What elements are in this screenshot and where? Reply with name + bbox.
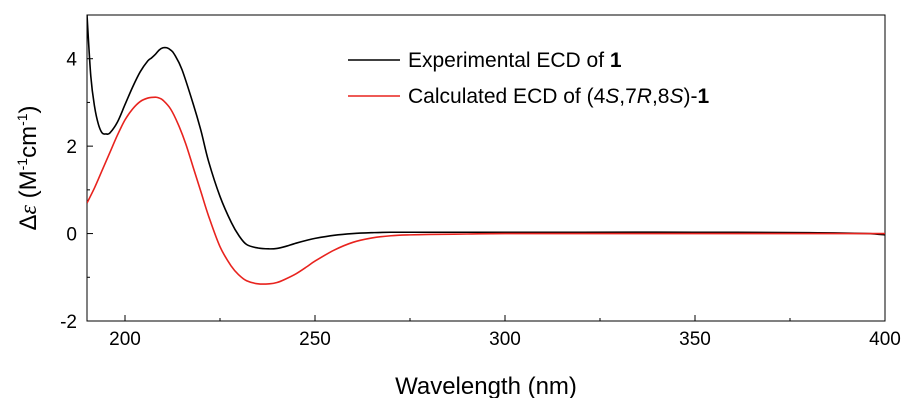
y-tick-label: -2 <box>60 312 77 333</box>
legend-label-part: 1 <box>698 85 710 108</box>
x-tick-label: 350 <box>679 329 711 350</box>
y-axis-title-sup2: -1 <box>14 113 30 126</box>
y-axis-title-cm: cm <box>15 126 42 158</box>
legend-label-part: S <box>669 85 683 108</box>
legend-label-part: R <box>637 85 652 108</box>
y-axis-title-unit-close: ) <box>15 105 42 113</box>
legend-label-part: )- <box>684 85 698 108</box>
x-tick-label: 250 <box>299 329 331 350</box>
legend-label: Calculated ECD of (4S,7R,8S)-1 <box>408 85 710 108</box>
y-axis-title: Δε (M-1cm-1) <box>14 105 42 230</box>
y-tick-label: 2 <box>66 137 77 158</box>
x-tick-label: 400 <box>869 329 901 350</box>
legend-label-part: S <box>605 85 619 108</box>
y-axis-title-sup1: -1 <box>14 158 30 171</box>
plot-area-frame <box>86 14 886 322</box>
x-tick-label: 200 <box>109 329 141 350</box>
x-axis-title: Wavelength (nm) <box>395 373 577 398</box>
legend-label-part: ,7 <box>619 85 637 108</box>
experimental-ecd-line <box>87 15 885 250</box>
series-layer <box>87 15 885 285</box>
y-axis: -2 0 2 4 <box>60 50 93 333</box>
legend-label: Experimental ECD of 1 <box>408 49 622 72</box>
y-axis-title-unit-open: (M <box>15 170 42 205</box>
legend-label-part: Experimental ECD of <box>408 49 610 72</box>
y-tick-label: 0 <box>66 225 77 246</box>
legend-label-part: Calculated ECD of (4 <box>408 85 606 108</box>
y-tick-label: 4 <box>66 50 77 71</box>
x-tick-label: 300 <box>489 329 521 350</box>
calculated-ecd-line <box>87 96 885 285</box>
x-axis: 200 250 300 350 400 <box>109 315 901 350</box>
y-axis-title-epsilon: ε <box>16 205 42 215</box>
y-axis-title-delta: Δ <box>15 215 42 231</box>
legend-label-part: 1 <box>610 49 622 72</box>
legend-label-part: ,8 <box>652 85 670 108</box>
